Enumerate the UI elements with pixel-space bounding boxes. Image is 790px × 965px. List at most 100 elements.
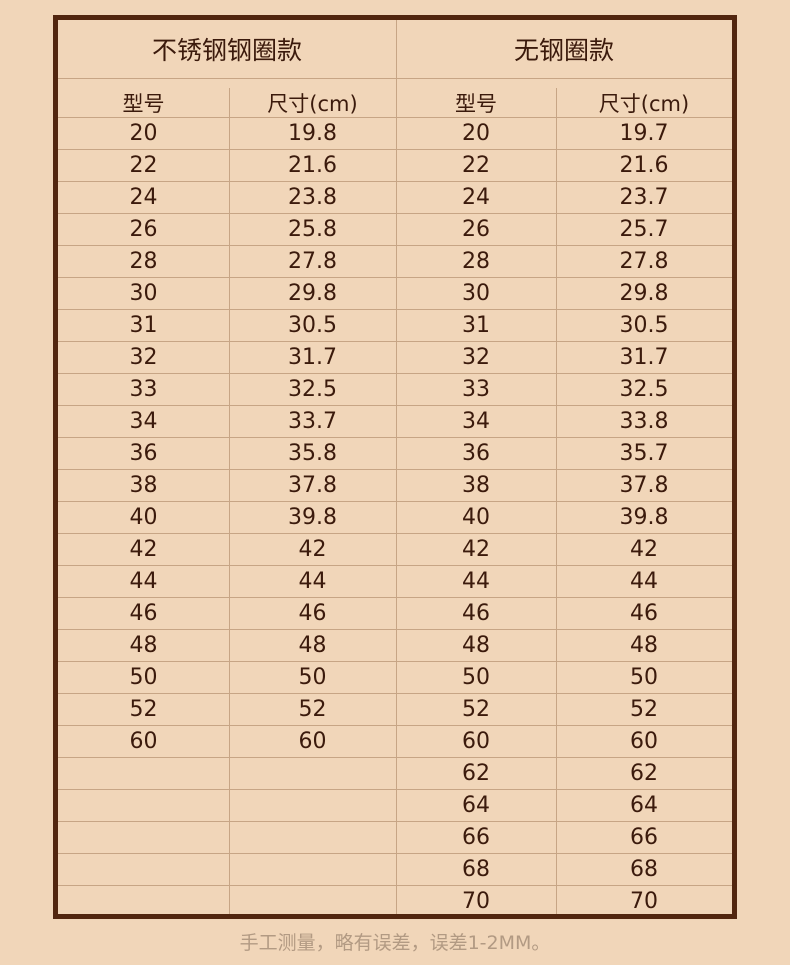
size-cell: 31.7 — [288, 345, 337, 370]
size-cell: 48 — [298, 633, 327, 658]
size-cell: 25.8 — [288, 217, 337, 242]
header-size: 尺寸(cm) — [267, 92, 358, 116]
size-cell: 32.5 — [288, 377, 337, 402]
row-divider — [58, 181, 732, 182]
row-divider — [58, 469, 732, 470]
model-cell: 60 — [129, 729, 158, 754]
size-cell: 60 — [630, 729, 658, 754]
size-cell: 37.8 — [619, 473, 669, 498]
size-cell: 19.8 — [288, 121, 337, 146]
size-cell — [229, 886, 396, 918]
row-divider — [58, 789, 732, 790]
model-cell: 20 — [462, 121, 490, 146]
size-cell — [229, 758, 396, 790]
model-cell: 32 — [129, 345, 158, 370]
size-cell: 29.8 — [619, 281, 669, 306]
size-cell: 66 — [630, 825, 658, 850]
size-cell: 42 — [298, 537, 327, 562]
row-divider — [58, 117, 732, 118]
model-cell: 33 — [129, 377, 158, 402]
row-divider — [58, 725, 732, 726]
model-cell — [58, 886, 229, 918]
model-cell: 38 — [462, 473, 490, 498]
model-cell: 48 — [129, 633, 158, 658]
model-cell: 31 — [462, 313, 490, 338]
size-cell: 30.5 — [288, 313, 337, 338]
model-cell: 24 — [462, 185, 490, 210]
table-title-wireless: 无钢圈款 — [513, 36, 614, 65]
row-divider — [58, 757, 732, 758]
model-cell: 22 — [462, 153, 490, 178]
row-divider — [58, 149, 732, 150]
size-cell: 52 — [630, 697, 658, 722]
model-cell: 48 — [462, 633, 490, 658]
size-cell: 27.8 — [288, 249, 337, 274]
model-cell: 52 — [129, 697, 158, 722]
model-cell: 20 — [129, 121, 158, 146]
model-cell: 36 — [129, 441, 158, 466]
size-cell: 70 — [630, 889, 658, 914]
size-cell: 50 — [630, 665, 658, 690]
model-cell: 30 — [462, 281, 490, 306]
size-cell — [229, 854, 396, 886]
model-cell: 52 — [462, 697, 490, 722]
row-divider — [58, 661, 732, 662]
size-cell: 37.8 — [288, 473, 337, 498]
model-cell: 60 — [462, 729, 490, 754]
size-cell: 30.5 — [619, 313, 669, 338]
model-cell: 44 — [462, 569, 490, 594]
model-cell: 34 — [129, 409, 158, 434]
header-model: 型号 — [455, 92, 497, 116]
row-divider — [58, 885, 732, 886]
size-cell: 50 — [298, 665, 327, 690]
row-divider — [58, 309, 732, 310]
model-cell: 24 — [129, 185, 158, 210]
row-divider — [58, 245, 732, 246]
size-cell — [229, 790, 396, 822]
size-cell: 35.7 — [619, 441, 669, 466]
model-cell: 50 — [462, 665, 490, 690]
size-cell: 46 — [630, 601, 658, 626]
model-cell: 68 — [462, 857, 490, 882]
model-cell: 26 — [462, 217, 490, 242]
row-divider — [58, 437, 732, 438]
row-divider — [58, 853, 732, 854]
row-divider — [58, 565, 732, 566]
row-divider — [58, 629, 732, 630]
row-divider — [58, 501, 732, 502]
model-cell: 62 — [462, 761, 490, 786]
size-cell: 42 — [630, 537, 658, 562]
model-cell: 40 — [462, 505, 490, 530]
model-cell — [58, 758, 229, 790]
model-cell: 28 — [129, 249, 158, 274]
size-cell: 44 — [298, 569, 327, 594]
size-cell — [229, 822, 396, 854]
model-cell: 31 — [129, 313, 158, 338]
model-cell: 70 — [462, 889, 490, 914]
divider — [58, 78, 732, 79]
size-cell: 21.6 — [288, 153, 337, 178]
size-cell: 62 — [630, 761, 658, 786]
divider — [396, 20, 397, 914]
header-size: 尺寸(cm) — [598, 92, 690, 116]
model-cell: 42 — [129, 537, 158, 562]
size-cell: 27.8 — [619, 249, 669, 274]
row-divider — [58, 821, 732, 822]
header-model: 型号 — [122, 92, 165, 116]
model-cell — [58, 790, 229, 822]
size-cell: 46 — [298, 601, 327, 626]
size-cell: 23.8 — [288, 185, 337, 210]
model-cell: 36 — [462, 441, 490, 466]
model-cell: 34 — [462, 409, 490, 434]
size-cell: 68 — [630, 857, 658, 882]
size-cell: 33.8 — [619, 409, 669, 434]
row-divider — [58, 405, 732, 406]
model-cell: 50 — [129, 665, 158, 690]
row-divider — [58, 277, 732, 278]
row-divider — [58, 213, 732, 214]
model-cell: 42 — [462, 537, 490, 562]
size-cell: 25.7 — [619, 217, 669, 242]
model-cell: 66 — [462, 825, 490, 850]
size-cell: 29.8 — [288, 281, 337, 306]
table-title-steel: 不锈钢钢圈款 — [151, 36, 302, 65]
